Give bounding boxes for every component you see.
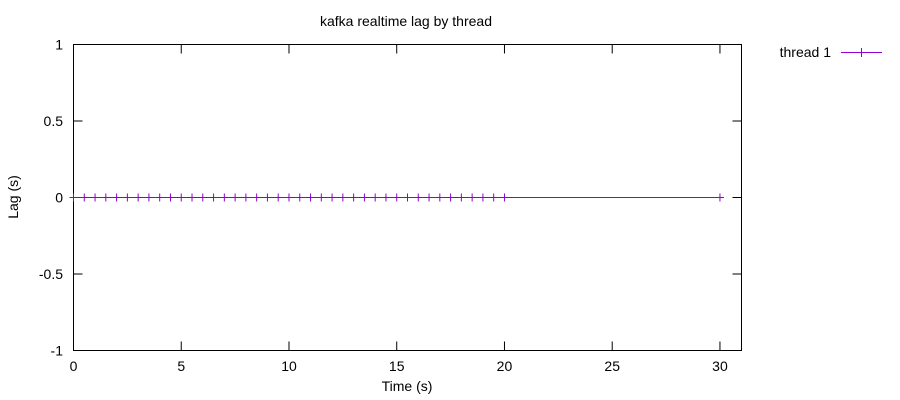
data-point [425,193,434,202]
data-point [349,193,358,202]
data-point [446,193,455,202]
data-point [414,193,423,202]
x-tick-label: 5 [177,358,185,374]
data-point [263,193,272,202]
data-point [500,193,509,202]
y-axis-label: Lag (s) [5,175,21,219]
x-tick-label: 20 [497,358,513,374]
y-tick-label: -0.5 [39,266,63,282]
data-point [80,193,89,202]
data-point [284,193,293,202]
data-point [188,193,197,202]
data-point [241,193,250,202]
data-point [166,193,175,202]
data-point [112,193,121,202]
data-point [231,193,240,202]
legend-label: thread 1 [780,44,832,60]
data-point [338,193,347,202]
data-point [69,193,78,202]
data-point [134,193,143,202]
data-point [155,193,164,202]
data-point [360,193,369,202]
data-point [328,193,337,202]
series-layer [69,193,724,202]
data-point [252,193,261,202]
data-point [457,193,466,202]
x-tick-label: 10 [281,358,297,374]
data-point [220,193,229,202]
x-axis: 0 5 10 15 20 25 30 [70,44,728,374]
x-tick-label: 15 [389,358,405,374]
data-point [381,193,390,202]
x-tick-label: 0 [70,358,78,374]
data-point [489,193,498,202]
x-axis-label: Time (s) [382,378,433,394]
data-point [209,193,218,202]
data-point [144,193,153,202]
data-point [715,193,724,202]
data-point [478,193,487,202]
y-tick-label: -1 [51,343,64,359]
y-tick-label: 0 [55,190,63,206]
x-tick-label: 30 [712,358,728,374]
data-point [274,193,283,202]
data-point [468,193,477,202]
data-point [403,193,412,202]
y-tick-label: 1 [55,37,63,53]
x-tick-label: 25 [604,358,620,374]
chart-title: kafka realtime lag by thread [320,13,492,29]
y-tick-label: 0.5 [44,113,64,129]
data-point [91,193,100,202]
data-point [198,193,207,202]
data-point [392,193,401,202]
data-point [435,193,444,202]
data-point [123,193,132,202]
data-point [177,193,186,202]
y-axis: -1 -0.5 0 0.5 1 [39,37,742,359]
data-point [295,193,304,202]
data-point [371,193,380,202]
legend: thread 1 [780,44,882,60]
data-point [101,193,110,202]
data-point [306,193,315,202]
data-point [317,193,326,202]
